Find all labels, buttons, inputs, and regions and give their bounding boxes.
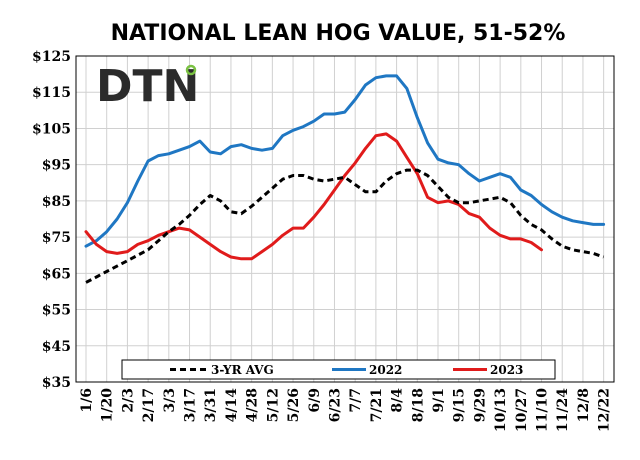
x-tick-label: 7/21 xyxy=(369,388,385,422)
y-tick-label: $55 xyxy=(42,303,71,319)
y-tick-label: $35 xyxy=(42,375,71,391)
x-tick-label: 6/9 xyxy=(307,388,323,413)
legend-label-2022: 2022 xyxy=(369,363,402,377)
logo-text: DTN xyxy=(96,61,199,112)
x-tick-label: 2/17 xyxy=(141,388,157,422)
x-tick-label: 3/17 xyxy=(183,388,199,422)
series-line-2022 xyxy=(84,74,606,248)
x-tick-label: 4/28 xyxy=(245,388,261,422)
x-tick-label: 5/12 xyxy=(265,388,281,422)
x-tick-label: 9/1 xyxy=(431,388,447,413)
dtn-logo: DTN xyxy=(96,61,199,112)
y-tick-label: $85 xyxy=(42,194,71,210)
x-tick-label: 8/18 xyxy=(410,388,426,422)
y-tick-label: $45 xyxy=(42,339,71,355)
y-tick-label: $65 xyxy=(42,266,71,282)
x-tick-label: 10/27 xyxy=(514,388,530,432)
x-tick-label: 9/15 xyxy=(452,388,468,422)
x-tick-label: 9/29 xyxy=(472,388,488,422)
y-tick-label: $95 xyxy=(42,158,71,174)
x-tick-label: 12/22 xyxy=(597,388,613,432)
legend-label-2023: 2023 xyxy=(490,363,523,377)
x-tick-label: 11/24 xyxy=(555,388,571,432)
y-tick-label: $125 xyxy=(32,49,71,65)
x-tick-label: 1/20 xyxy=(100,388,116,423)
legend: 3-YR AVG 2022 2023 xyxy=(121,359,556,380)
x-tick-label: 10/13 xyxy=(493,388,509,432)
y-axis-ticks: $125 $115 $105 $95 $85 $75 $65 $55 $45 $35 xyxy=(32,49,71,391)
series-layer xyxy=(84,74,606,284)
series-line-2023 xyxy=(84,132,543,261)
x-tick-label: 3/3 xyxy=(162,388,178,413)
plot-border xyxy=(75,55,615,383)
x-tick-label: 11/10 xyxy=(535,388,551,432)
x-tick-label: 3/31 xyxy=(203,388,219,422)
x-tick-label: 4/14 xyxy=(224,388,240,423)
x-tick-label: 6/23 xyxy=(327,388,343,422)
x-tick-label: 8/4 xyxy=(390,388,406,413)
x-tick-label: 2/3 xyxy=(120,388,136,413)
y-tick-label: $75 xyxy=(42,230,71,246)
series-line-3-yr-avg xyxy=(85,168,605,284)
chart-title: NATIONAL LEAN HOG VALUE, 51-52% xyxy=(111,21,566,46)
x-tick-label: 12/8 xyxy=(576,388,592,422)
logo-dot-icon xyxy=(185,64,197,76)
x-tick-label: 5/26 xyxy=(286,388,302,422)
legend-label-3yr-avg: 3-YR AVG xyxy=(211,363,274,377)
x-tick-label: 1/6 xyxy=(79,388,95,413)
x-tick-label: 7/7 xyxy=(348,388,364,413)
y-tick-label: $115 xyxy=(32,85,71,101)
y-tick-label: $105 xyxy=(32,121,71,137)
x-axis-ticks: 1/6 1/20 2/3 2/17 3/3 3/17 3/31 4/14 4/28 5/12 5/2… xyxy=(79,388,613,432)
